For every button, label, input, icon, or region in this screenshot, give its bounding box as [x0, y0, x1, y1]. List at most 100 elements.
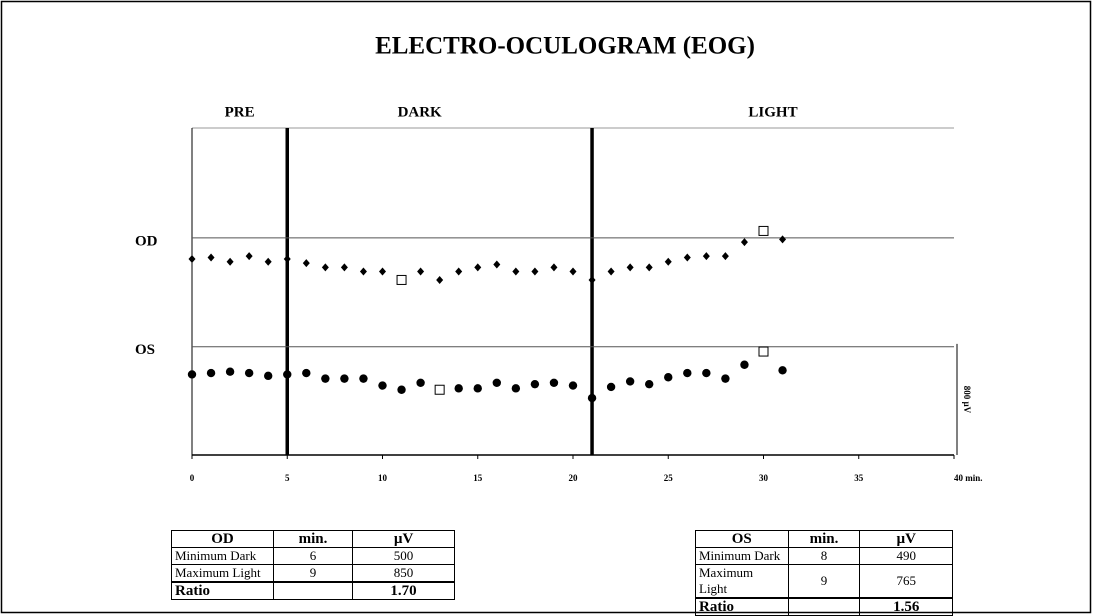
table-cell	[272, 581, 354, 600]
table-row: OD min. µV	[171, 530, 455, 548]
point	[416, 378, 425, 387]
x-tick-label: 15	[473, 473, 483, 483]
point	[531, 267, 539, 276]
table-cell: Maximum Light	[695, 564, 789, 599]
point	[740, 360, 749, 369]
point	[455, 267, 463, 276]
point	[244, 368, 254, 378]
point	[721, 374, 730, 383]
point	[568, 381, 578, 390]
table-cell: OD	[171, 530, 274, 548]
point	[664, 373, 673, 382]
point	[512, 267, 520, 276]
point	[645, 263, 653, 272]
table-cell: Ratio	[171, 581, 274, 600]
x-tick-label: 40 min.	[954, 473, 983, 483]
table-cell: Minimum Dark	[171, 547, 274, 565]
highlight-point	[758, 346, 769, 357]
x-tick-label: 20	[569, 473, 579, 483]
point	[473, 384, 482, 393]
point	[378, 381, 387, 390]
point	[359, 374, 368, 383]
table-cell: 6	[272, 547, 354, 565]
point	[188, 254, 196, 263]
table-cell: 500	[352, 547, 455, 565]
table-row: Minimum Dark 6 500	[171, 547, 455, 565]
point	[226, 257, 234, 266]
od-table: OD min. µV Minimum Dark 6 500 Maximum Light 9 85…	[171, 530, 455, 600]
point	[379, 267, 386, 276]
point	[321, 374, 330, 383]
point	[530, 379, 540, 389]
table-cell: µV	[859, 530, 953, 548]
point	[778, 366, 787, 375]
table-cell	[787, 597, 861, 616]
point	[588, 275, 596, 284]
chart-title: ELECTRO-OCULOGRAM (EOG)	[375, 33, 755, 60]
point	[436, 275, 444, 284]
table-cell: OS	[695, 530, 789, 548]
point	[206, 368, 216, 378]
point	[302, 259, 310, 268]
point	[702, 252, 710, 261]
point	[550, 263, 558, 272]
point	[302, 368, 311, 378]
point	[702, 368, 711, 378]
point	[245, 252, 253, 261]
series-label: OS	[135, 342, 155, 358]
table-cell: Maximum Light	[171, 564, 274, 583]
highlight-point	[434, 384, 445, 395]
point	[321, 263, 329, 272]
x-tick-label: 30	[759, 473, 769, 483]
point	[511, 384, 521, 393]
table-row: Maximum Light 9 850	[171, 564, 455, 583]
table-cell: 8	[787, 547, 861, 565]
point	[417, 267, 425, 276]
table-cell: 850	[352, 564, 455, 583]
table-cell: min.	[272, 530, 354, 548]
point	[207, 253, 215, 262]
x-tick-label: 35	[854, 473, 864, 483]
table-cell: 9	[272, 564, 354, 583]
point	[606, 382, 616, 392]
point	[569, 267, 577, 276]
phase-label: DARK	[398, 104, 442, 120]
table-row: Ratio 1.70	[171, 581, 455, 600]
point	[683, 368, 692, 378]
point	[225, 367, 235, 376]
point	[664, 257, 672, 266]
table-cell: min.	[787, 530, 861, 548]
highlight-point	[396, 274, 407, 285]
table-cell: 490	[859, 547, 953, 565]
table-row: Ratio 1.56	[695, 597, 953, 616]
point	[283, 370, 292, 379]
x-tick-label: 0	[190, 473, 195, 483]
point	[492, 378, 501, 387]
point	[474, 263, 482, 272]
point	[607, 267, 615, 276]
point	[493, 260, 501, 269]
phase-label: LIGHT	[748, 104, 797, 120]
point	[721, 252, 729, 261]
series-label: OD	[135, 233, 158, 249]
x-tick-label: 5	[285, 473, 290, 483]
table-cell: µV	[352, 530, 455, 548]
x-tick-label: 25	[664, 473, 674, 483]
phase-label: PRE	[225, 104, 255, 120]
table-cell: 765	[859, 564, 953, 599]
table-row: OS min. µV	[695, 530, 953, 548]
point	[779, 235, 787, 244]
point	[283, 254, 291, 263]
table-row: Maximum Light 9 765	[695, 564, 953, 599]
point	[454, 384, 463, 393]
point	[359, 267, 367, 276]
point	[683, 253, 691, 262]
point	[549, 378, 559, 387]
point	[340, 374, 349, 383]
table-cell: 1.70	[352, 581, 455, 600]
table-cell: Ratio	[695, 597, 789, 616]
point	[587, 393, 597, 403]
